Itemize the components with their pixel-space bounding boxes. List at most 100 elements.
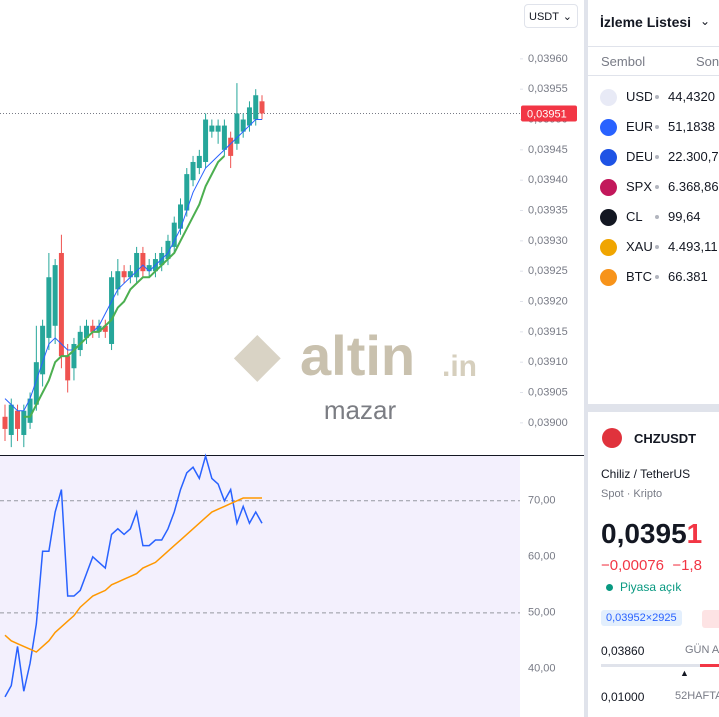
day-low: 0,03860 — [601, 644, 645, 658]
candle-body — [215, 125, 221, 132]
rsi-tick-label: 70,00 — [528, 495, 556, 507]
currency-dropdown[interactable]: USDT ⌄ — [524, 4, 578, 28]
candle-body — [165, 240, 171, 260]
y-tick-label: 0,03925 — [528, 265, 568, 277]
rsi-tick-label: 50,00 — [528, 607, 556, 619]
row-last: 66.381 — [668, 269, 708, 284]
candle-body — [228, 137, 234, 156]
row-last: 22.300,7 — [668, 149, 719, 164]
symbol-market: Spot — [601, 488, 624, 500]
candle-body — [115, 271, 121, 290]
last-price-label: 0,03951 — [527, 108, 567, 120]
candle-body — [146, 265, 152, 272]
symbol-change-row: −0,00076 −1,8 — [601, 557, 702, 574]
row-symbol: SPX — [626, 179, 652, 194]
row-last: 6.368,86 — [668, 179, 719, 194]
row-dot — [655, 275, 659, 279]
candle-body — [171, 222, 177, 247]
symbol-name[interactable]: Chiliz / TetherUS — [601, 467, 691, 481]
symbol-market-row: Spot · Kripto — [601, 488, 663, 500]
watermark-sub: mazar — [324, 395, 397, 425]
bid-chip: 0,03952×2925 — [601, 610, 682, 626]
candle-body — [52, 265, 58, 326]
y-tick-label: 0,03960 — [528, 53, 568, 65]
row-dot — [655, 125, 659, 129]
candle-body — [65, 356, 71, 381]
y-tick-label: 0,03920 — [528, 295, 568, 307]
watchlist-menu[interactable]: ⌄ — [700, 14, 711, 28]
symbol-icon — [602, 428, 622, 448]
y-tick-label: 0,03905 — [528, 386, 568, 398]
watchlist-title[interactable]: İzleme Listesi — [600, 14, 692, 30]
watchlist-row[interactable]: USD 44,4320 — [600, 82, 719, 112]
symbol-price: 0,03951 — [601, 518, 702, 550]
symbol-icon — [600, 119, 617, 136]
ask-chip — [702, 610, 719, 628]
col-last[interactable]: Son — [696, 54, 719, 69]
symbol-class: Kripto — [633, 488, 663, 500]
price-tail: 1 — [686, 518, 703, 549]
last-price-box — [521, 105, 577, 122]
row-symbol: EUR — [626, 119, 652, 134]
row-dot — [655, 95, 659, 99]
watchlist-row[interactable]: CL 99,64 — [600, 202, 719, 232]
candle-body — [140, 252, 146, 272]
panel-divider — [584, 0, 588, 717]
candle-body — [196, 155, 202, 169]
watermark-logo: ◆ — [233, 321, 281, 386]
day-label: GÜN A — [685, 644, 719, 656]
currency-label: USDT — [529, 11, 559, 23]
candle-body — [96, 325, 102, 332]
rsi-line — [4, 453, 263, 698]
row-dot — [655, 185, 659, 189]
candle-body — [58, 252, 64, 357]
y-tick-label: 0,03900 — [528, 417, 568, 429]
candle-body — [234, 113, 240, 144]
candle-body — [102, 325, 108, 332]
row-last: 44,4320 — [668, 89, 715, 104]
col-symbol[interactable]: Sembol — [601, 54, 645, 69]
symbol-icon — [600, 179, 617, 196]
watchlist-row[interactable]: DEU 22.300,7 — [600, 142, 719, 172]
candle-body — [134, 252, 140, 278]
rsi-line — [4, 497, 262, 653]
row-last: 4.493,11 — [668, 239, 718, 254]
year-low: 0,01000 — [601, 690, 645, 704]
candle-body — [259, 101, 265, 114]
candle-body — [209, 125, 215, 132]
watchlist-row[interactable]: BTCU 66.381 — [600, 262, 719, 292]
row-dot — [655, 155, 659, 159]
symbol-icon — [600, 149, 617, 166]
y-tick-label: 0,03955 — [528, 83, 568, 95]
candle-body — [184, 174, 190, 211]
watchlist-row[interactable]: XAU 4.493,11 — [600, 232, 719, 262]
watchlist-row[interactable]: EUR 51,1838 — [600, 112, 719, 142]
symbol-icon — [600, 239, 617, 256]
candle-body — [127, 271, 133, 278]
rsi-tick-label: 60,00 — [528, 551, 556, 563]
candle-body — [178, 204, 184, 229]
moving-average — [23, 155, 226, 418]
watermark-suffix: .in — [442, 350, 477, 383]
symbol-icon — [600, 89, 617, 106]
moving-average — [4, 119, 262, 412]
watchlist-row[interactable]: SPX 6.368,86 — [600, 172, 719, 202]
y-tick-label: 0,03935 — [528, 204, 568, 216]
row-last: 99,64 — [668, 209, 701, 224]
symbol-icon — [600, 269, 617, 286]
candle-body — [33, 362, 39, 405]
y-tick-label: 0,03940 — [528, 174, 568, 186]
candle-body — [40, 325, 46, 375]
row-symbol: USD — [626, 89, 652, 104]
symbol-ticker[interactable]: CHZUSDT — [634, 431, 697, 446]
day-marker: ▲ — [680, 668, 689, 678]
candle-body — [240, 119, 246, 132]
candle-body — [2, 416, 8, 429]
status-dot — [606, 584, 613, 591]
panel-separator — [588, 404, 719, 412]
candle-body — [83, 325, 89, 338]
symbol-icon — [600, 209, 617, 226]
candle-body — [46, 277, 52, 338]
y-tick-label: 0,03910 — [528, 356, 568, 368]
row-symbol: DEU — [626, 149, 652, 164]
